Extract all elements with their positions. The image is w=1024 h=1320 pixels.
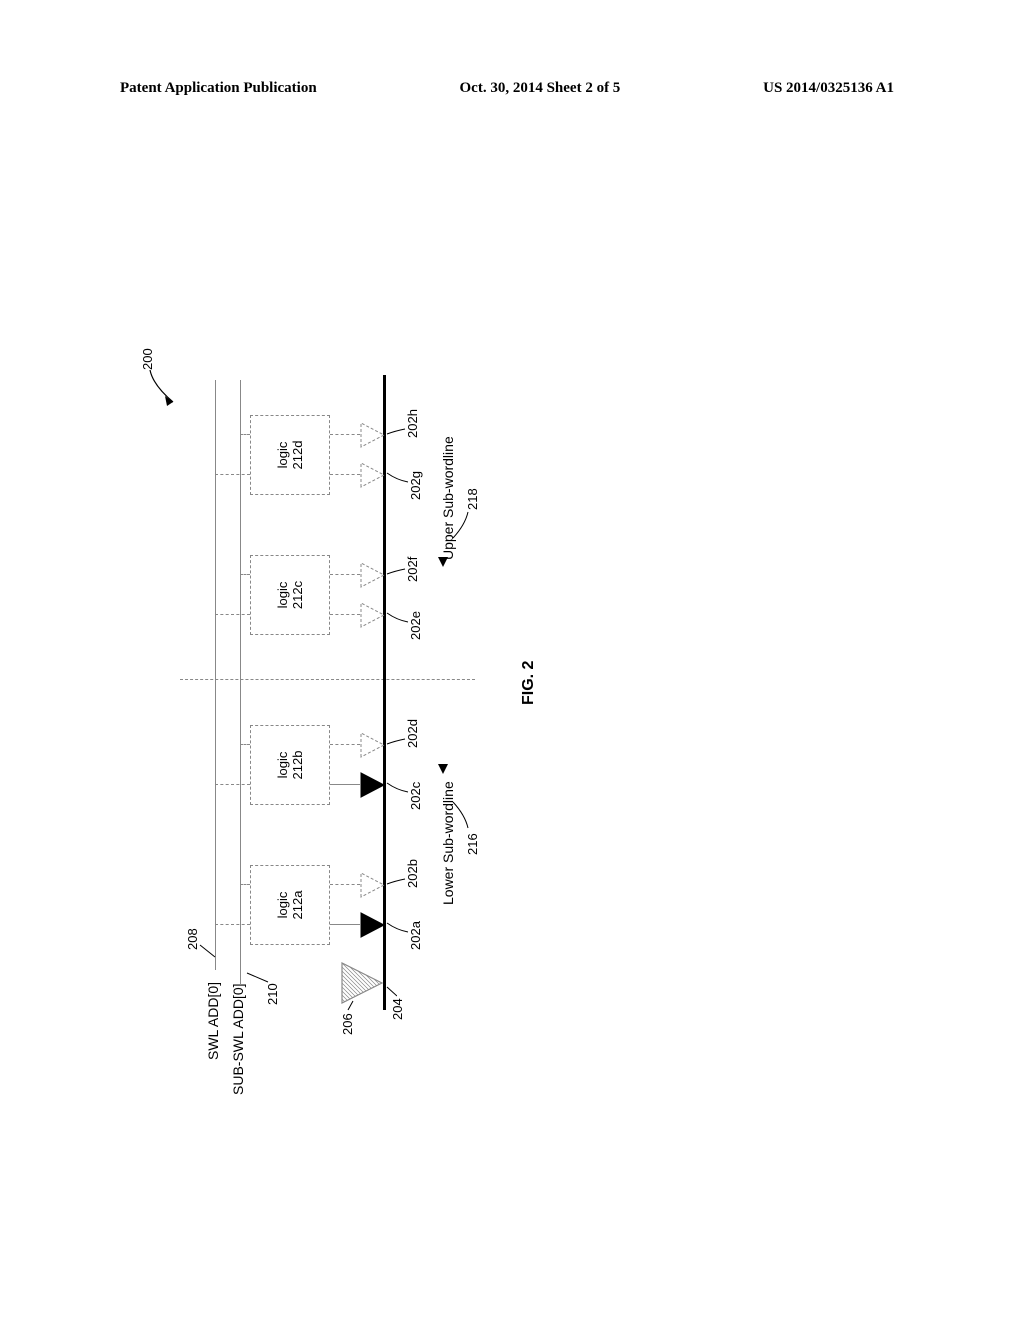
figure-caption: FIG. 2 (520, 661, 538, 705)
ref-202h: 202h (405, 409, 420, 438)
leader-206 (345, 1000, 355, 1012)
label-swl: SWL ADD[0] (205, 982, 221, 1060)
ref-202c: 202c (408, 782, 423, 810)
out-a1 (330, 924, 360, 925)
ref-218: 218 (465, 488, 480, 510)
out-b1 (330, 784, 360, 785)
logic-212c: logic 212c (250, 555, 330, 635)
center-divider (180, 679, 475, 680)
ref-202a: 202a (408, 921, 423, 950)
v-b2 (240, 744, 250, 745)
buf-202f (360, 562, 386, 588)
logic-label-d: logic (275, 442, 290, 469)
v-d2 (240, 434, 250, 435)
label-sub-swl: SUB-SWL ADD[0] (230, 983, 246, 1095)
v-b1 (215, 784, 250, 785)
swl-line (215, 380, 216, 970)
buf-202b (360, 872, 386, 898)
v-d1 (215, 474, 250, 475)
header-right: US 2014/0325136 A1 (763, 80, 894, 97)
v-a2 (240, 884, 250, 885)
buf-202a (360, 912, 386, 938)
ref-202e: 202e (408, 611, 423, 640)
sub-swl-line (240, 380, 241, 985)
leader-202d (385, 735, 407, 747)
leader-202f (385, 565, 407, 577)
v-c2 (240, 574, 250, 575)
logic-id-a: 212a (290, 891, 305, 920)
leader-216 (450, 800, 470, 830)
rotated-diagram: 200 SWL ADD[0] SUB-SWL ADD[0] 208 210 lo… (150, 300, 850, 1000)
logic-212a: logic 212a (250, 865, 330, 945)
out-d2 (330, 434, 360, 435)
v-a1 (215, 924, 250, 925)
buf-202g (360, 462, 386, 488)
out-a2 (330, 884, 360, 885)
page-header: Patent Application Publication Oct. 30, … (0, 80, 1024, 97)
ref-202b: 202b (405, 859, 420, 888)
arrow-upper (437, 556, 449, 568)
leader-218 (450, 510, 470, 540)
logic-id-c: 212c (290, 581, 305, 609)
big-buffer (340, 960, 385, 1005)
buf-202c (360, 772, 386, 798)
leader-210 (245, 965, 270, 985)
out-c2 (330, 574, 360, 575)
ref-202g: 202g (408, 471, 423, 500)
logic-label-a: logic (275, 892, 290, 919)
v-c1 (215, 614, 250, 615)
arrow-lower (437, 763, 449, 775)
leader-202e (385, 610, 410, 625)
leader-202h (385, 425, 407, 437)
out-b2 (330, 744, 360, 745)
header-center: Oct. 30, 2014 Sheet 2 of 5 (460, 80, 621, 97)
leader-200 (145, 365, 180, 410)
ref-210: 210 (265, 983, 280, 1005)
ref-206: 206 (340, 1013, 355, 1035)
logic-label-b: logic (275, 752, 290, 779)
out-c1 (330, 614, 360, 615)
figure-2: 200 SWL ADD[0] SUB-SWL ADD[0] 208 210 lo… (150, 300, 850, 1000)
ref-202f: 202f (405, 557, 420, 582)
buf-202d (360, 732, 386, 758)
ref-204: 204 (390, 998, 405, 1020)
leader-208 (198, 940, 218, 960)
logic-212d: logic 212d (250, 415, 330, 495)
ref-216: 216 (465, 833, 480, 855)
leader-202a (385, 920, 410, 935)
logic-id-b: 212b (290, 751, 305, 780)
leader-204 (385, 986, 397, 998)
header-left: Patent Application Publication (120, 80, 317, 97)
out-d1 (330, 474, 360, 475)
leader-202g (385, 470, 410, 485)
label-upper-sub: Upper Sub-wordline (440, 436, 456, 560)
leader-202b (385, 875, 407, 887)
logic-label-c: logic (275, 582, 290, 609)
logic-id-d: 212d (290, 441, 305, 470)
buf-202h (360, 422, 386, 448)
buf-202e (360, 602, 386, 628)
ref-202d: 202d (405, 719, 420, 748)
logic-212b: logic 212b (250, 725, 330, 805)
leader-202c (385, 780, 410, 795)
